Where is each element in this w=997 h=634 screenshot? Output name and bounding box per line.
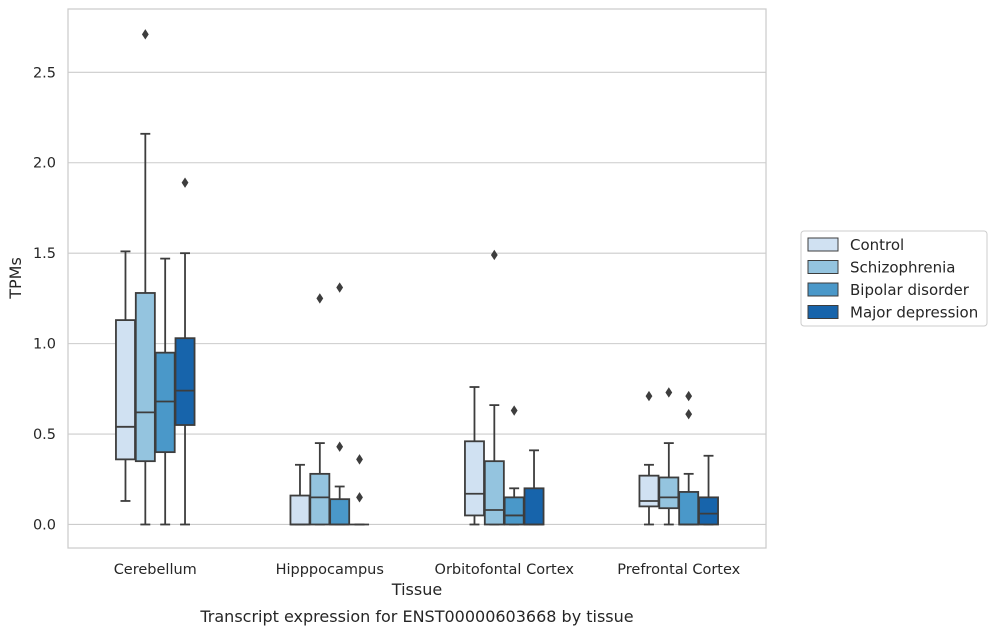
box-groups [115,29,719,526]
x-axis-label: Tissue [391,580,442,599]
box [174,337,196,426]
outlier-point [356,454,363,465]
outlier-point [645,390,653,402]
outlier-point [490,249,498,261]
box-group [483,249,505,526]
box [483,460,505,526]
outlier-point [685,390,693,402]
x-tick-label: Cerebellum [114,562,197,578]
box [503,496,525,526]
box [523,487,545,526]
y-tick-label: 2.5 [33,65,56,81]
outlier-point [356,492,363,503]
legend-swatch [807,237,839,252]
box [698,496,719,526]
outlier-point [181,177,189,188]
box-group [115,250,136,502]
outlier-point [316,293,324,304]
legend-swatch [807,282,839,297]
box-group [309,293,331,526]
box-group [678,390,700,526]
box-group [698,454,719,526]
box [658,476,680,510]
y-tick-label: 0.5 [33,427,56,443]
plot-area-frame [67,8,767,549]
y-tick-label: 0.0 [33,517,56,533]
box-group [523,449,545,526]
box-group [638,390,660,526]
chart-caption: Transcript expression for ENST0000060366… [199,607,633,626]
box-group [154,257,176,526]
legend-swatch [807,305,839,319]
outlier-point [336,441,344,452]
y-axis-ticks: 0.0 0.5 1.0 1.5 2.0 2.5 [33,65,56,533]
box [309,472,331,526]
box [134,292,156,463]
box-group [349,454,370,526]
legend-label: Schizophrenia [850,259,955,277]
box-group [503,405,525,526]
box-group [289,463,311,526]
legend-swatch [807,260,839,274]
box [289,494,311,526]
box [329,498,351,526]
box [678,491,700,526]
outlier-point [336,282,344,293]
x-axis-ticks: Cerebellum Hipppocampus Orbitofontal Corte… [114,562,741,578]
legend: Control Schizophrenia Bipolar disorder Majo… [800,230,988,327]
box [115,319,136,461]
legend-label: Major depression [850,304,978,322]
outlier-point [510,405,518,416]
y-axis-label: TPMs [6,257,25,300]
box-group [658,387,680,526]
box [154,351,176,454]
x-tick-label: Prefrontal Cortex [617,562,740,578]
outlier-point [665,387,673,398]
legend-label: Control [850,236,904,254]
x-tick-label: Orbitofontal Cortex [435,562,575,578]
box [464,440,485,517]
y-tick-label: 1.5 [33,246,56,262]
outlier-point [685,408,693,420]
y-tick-label: 1.0 [33,337,56,353]
box-group [134,29,156,526]
box-group [174,177,196,526]
x-tick-label: Hipppocampus [276,562,384,578]
box-group [329,282,351,526]
legend-label: Bipolar disorder [850,281,970,299]
legend-frame [800,230,988,327]
outlier-point [141,29,149,40]
grid-lines [68,71,766,526]
box-group [464,386,485,526]
y-tick-label: 2.0 [33,156,56,172]
